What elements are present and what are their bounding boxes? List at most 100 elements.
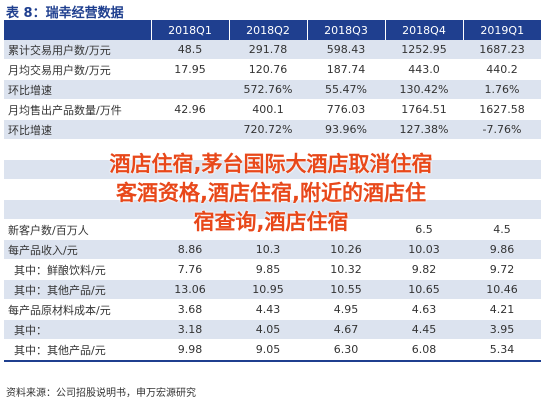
table-cell: 9.86 <box>463 239 541 260</box>
table-cell: 4.95 <box>307 299 385 320</box>
table-cell: 3.95 <box>463 319 541 340</box>
table-cell: 42.96 <box>151 99 229 120</box>
table-cell: 291.78 <box>229 40 307 60</box>
table-cell: 10.46 <box>463 279 541 300</box>
table-cell: 9.82 <box>385 259 463 280</box>
table-cell: 7.76 <box>151 259 229 280</box>
table-cell <box>385 199 463 220</box>
table-row: 新客户数/百万人 6.5 4.5 <box>4 219 541 240</box>
row-label: 其中： <box>4 319 151 340</box>
table-row: 月均交易用户数/万元 17.95 120.76 187.74 443.0 440.2 <box>4 59 541 80</box>
table-cell: 120.76 <box>229 59 307 80</box>
table-cell: 10.3 <box>229 239 307 260</box>
table-cell: 572.76% <box>229 79 307 100</box>
table-cell: 400.1 <box>229 99 307 120</box>
table-cell: 10.55 <box>307 279 385 300</box>
row-label <box>4 199 151 220</box>
header-cell-2019q1: 2019Q1 <box>462 20 541 40</box>
table-cell: 10.32 <box>307 259 385 280</box>
table-cell <box>151 159 229 180</box>
table-cell: 13.06 <box>151 279 229 300</box>
table-cell: 1627.58 <box>463 99 541 120</box>
table-cell <box>151 199 229 220</box>
table-cell <box>385 179 463 200</box>
table-row: 环比增速 720.72% 93.96% 127.38% -7.76% <box>4 119 541 140</box>
header-cell-blank <box>4 20 151 40</box>
row-label <box>4 159 151 180</box>
table-cell: 4.5 <box>463 219 541 240</box>
table-cell: 443.0 <box>385 59 463 80</box>
table-cell: 720.72% <box>229 119 307 140</box>
table-cell: 1252.95 <box>385 40 463 60</box>
table-row: 其中： 3.18 4.05 4.67 4.45 3.95 <box>4 319 541 340</box>
row-label: 月均售出产品数量/万件 <box>4 99 151 120</box>
row-label: 环比增速 <box>4 119 151 140</box>
row-label: 每产品收入/元 <box>4 239 151 260</box>
table-cell <box>151 139 229 160</box>
table-row: 累计交易用户数/万元 48.5 291.78 598.43 1252.95 1687.23 <box>4 40 541 60</box>
table-row: 环比增速 572.76% 55.47% 130.42% 1.76% <box>4 79 541 100</box>
row-label <box>4 179 151 200</box>
header-cell-2018q1: 2018Q1 <box>150 20 229 40</box>
table-cell <box>385 139 463 160</box>
row-label: 环比增速 <box>4 79 151 100</box>
table-cell: 776.03 <box>307 99 385 120</box>
table-cell: 4.21 <box>463 299 541 320</box>
row-label: 其中：其他产品/元 <box>4 279 151 300</box>
source-note: 资料来源：公司招股说明书，申万宏源研究 <box>6 388 196 399</box>
table-cell <box>307 219 385 240</box>
table-cell: 9.05 <box>229 339 307 360</box>
table-cell: 1687.23 <box>463 40 541 60</box>
table-cell: 598.43 <box>307 40 385 60</box>
header-cell-2018q3: 2018Q3 <box>306 20 385 40</box>
table-cell <box>229 219 307 240</box>
table-cell: 127.38% <box>385 119 463 140</box>
table-cell <box>307 179 385 200</box>
table-cell: 9.72 <box>463 259 541 280</box>
table-cell: 3.18 <box>151 319 229 340</box>
table-cell <box>463 199 541 220</box>
table-cell: 10.65 <box>385 279 463 300</box>
table-row: 每产品收入/元 8.86 10.3 10.26 10.03 9.86 <box>4 239 541 260</box>
table-cell: 1.76% <box>463 79 541 100</box>
table-cell: 440.2 <box>463 59 541 80</box>
table-cell <box>463 179 541 200</box>
header-cell-2018q4: 2018Q4 <box>384 20 463 40</box>
table-cell: 4.63 <box>385 299 463 320</box>
overlay-text: 酒店住宿,茅台国际大酒店取消住宿 客酒资格,酒店住宿,附近的酒店住 宿查询,酒店… <box>6 150 536 237</box>
row-label <box>4 139 151 160</box>
table-header-row: 2018Q1 2018Q2 2018Q3 2018Q4 2019Q1 <box>4 20 541 40</box>
table-cell: 6.08 <box>385 339 463 360</box>
table-bottom-rule <box>4 360 541 362</box>
table-cell <box>151 79 229 100</box>
table-cell: 48.5 <box>151 40 229 60</box>
overlay-line: 宿查询,酒店住宿 <box>193 210 349 234</box>
table-cell <box>229 199 307 220</box>
table-cell: 4.43 <box>229 299 307 320</box>
table-cell <box>229 139 307 160</box>
table-row: 每产品原材料成本/元 3.68 4.43 4.95 4.63 4.21 <box>4 299 541 320</box>
table-cell: 130.42% <box>385 79 463 100</box>
table-cell: 10.26 <box>307 239 385 260</box>
table-row <box>4 199 541 220</box>
row-label: 其中：鲜酿饮料/元 <box>4 259 151 280</box>
table-row <box>4 139 541 160</box>
table-cell: 6.5 <box>385 219 463 240</box>
table-row <box>4 179 541 200</box>
table-cell <box>151 119 229 140</box>
data-table: 2018Q1 2018Q2 2018Q3 2018Q4 2019Q1 累计交易用… <box>4 20 541 362</box>
table-cell: 4.67 <box>307 319 385 340</box>
row-label: 新客户数/百万人 <box>4 219 151 240</box>
table-cell <box>463 159 541 180</box>
table-cell <box>151 219 229 240</box>
table-cell <box>229 159 307 180</box>
table-cell <box>307 199 385 220</box>
table-cell <box>463 139 541 160</box>
table-cell: 9.98 <box>151 339 229 360</box>
overlay-line: 酒店住宿,茅台国际大酒店取消住宿 <box>109 152 433 176</box>
table-cell <box>151 179 229 200</box>
table-cell: 187.74 <box>307 59 385 80</box>
row-label: 累计交易用户数/万元 <box>4 40 151 60</box>
table-cell: 55.47% <box>307 79 385 100</box>
table-cell: 4.45 <box>385 319 463 340</box>
